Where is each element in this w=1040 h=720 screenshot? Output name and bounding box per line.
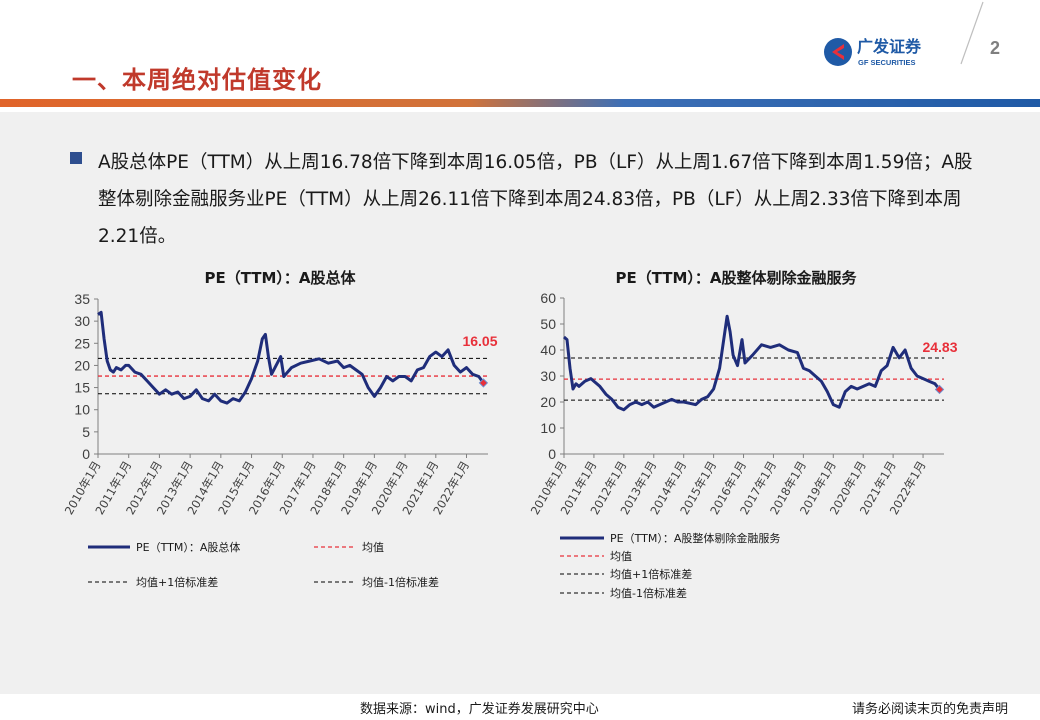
page-number: 2 [990, 38, 1001, 58]
last-value-label: 16.05 [462, 333, 497, 349]
bullet-square-icon [70, 152, 82, 164]
y-tick-label: 30 [540, 368, 556, 384]
gf-securities-logo: 广发证券 GF SECURITIES [824, 37, 922, 67]
legend-upper-std-label: 均值+1倍标准差 [610, 567, 692, 581]
header-slash-divider [960, 1, 984, 65]
logo-mark-arrow [832, 44, 844, 60]
logo-mark-circle [824, 38, 852, 66]
y-tick-label: 30 [74, 313, 90, 329]
y-tick-label: 10 [540, 420, 556, 436]
last-point-marker [478, 378, 489, 388]
y-tick-label: 35 [74, 291, 90, 307]
summary-text: A股总体PE（TTM）从上周16.78倍下降到本周16.05倍，PB（LF）从上… [98, 152, 973, 247]
legend-upper-std-label: 均值+1倍标准差 [136, 575, 218, 589]
y-tick-label: 5 [82, 424, 90, 440]
last-value-label: 24.83 [922, 339, 957, 355]
y-tick-label: 0 [548, 446, 556, 462]
logo-text-en: GF SECURITIES [858, 58, 916, 67]
pe-series-line [563, 314, 941, 412]
legend-series-label: PE（TTM）：A股总体 [136, 540, 240, 554]
legend-lower-std-label: 均值-1倍标准差 [362, 575, 439, 589]
logo-text-cn: 广发证券 [857, 37, 922, 56]
pe-series-line [97, 310, 485, 405]
chart-pe-ex-financial: PE（TTM）：A股整体剔除金融服务01020304050602010年1月20… [528, 269, 958, 600]
y-tick-label: 15 [74, 380, 90, 396]
y-tick-label: 50 [540, 316, 556, 332]
legend-lower-std-label: 均值-1倍标准差 [610, 586, 687, 600]
y-tick-label: 25 [74, 335, 90, 351]
y-tick-label: 40 [540, 342, 556, 358]
y-tick-label: 60 [540, 290, 556, 306]
y-tick-label: 10 [74, 402, 90, 418]
content-panel [0, 112, 1040, 694]
y-tick-label: 20 [540, 394, 556, 410]
header-gradient-rule [0, 99, 1040, 107]
chart-title: PE（TTM）：A股总体 [204, 269, 356, 287]
chart-title: PE（TTM）：A股整体剔除金融服务 [615, 269, 857, 287]
y-tick-label: 0 [82, 446, 90, 462]
last-point-marker [934, 384, 945, 395]
legend-mean-label: 均值 [362, 541, 384, 554]
chart-pe-a-share-total: PE（TTM）：A股总体051015202530352010年1月2011年1月… [62, 269, 498, 589]
legend-series-label: PE（TTM）：A股整体剔除金融服务 [610, 531, 780, 545]
footer-source: 数据来源：wind，广发证券发展研究中心 [360, 702, 599, 717]
y-tick-label: 20 [74, 357, 90, 373]
page-title: 一、本周绝对估值变化 [72, 66, 322, 94]
legend-mean-label: 均值 [610, 550, 632, 563]
footer-disclaimer: 请务必阅读末页的免责声明 [852, 702, 1009, 717]
